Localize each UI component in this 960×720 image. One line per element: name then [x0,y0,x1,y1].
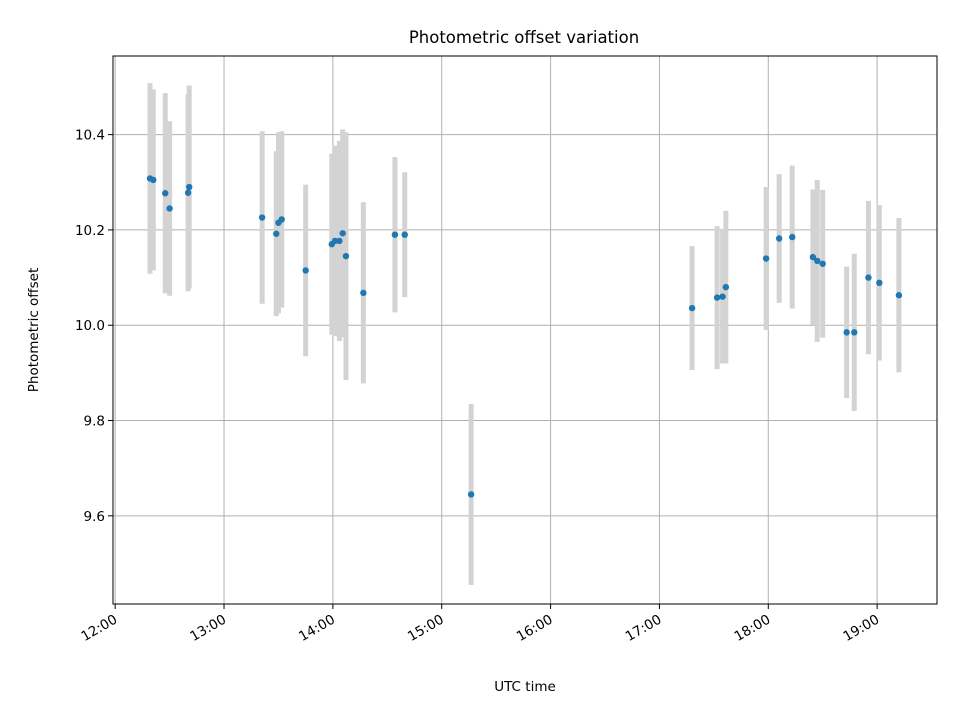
data-point [775,235,783,242]
y-tick-label: 9.6 [84,509,105,525]
y-tick-label: 10.4 [75,128,105,144]
data-point [336,237,343,245]
x-tick-label: 17:00 [623,612,665,645]
data-point [895,292,903,299]
data-point [851,329,858,336]
data-point [278,216,285,223]
data-point [342,252,350,260]
data-point [762,255,770,262]
data-point [162,190,169,197]
data-point [467,491,475,498]
data-point [843,329,850,336]
data-point [876,279,883,287]
errorbar-layer [147,83,902,585]
data-point [865,274,872,281]
data-point [819,260,826,267]
y-tick-label: 10.0 [75,318,105,334]
data-point [302,267,309,274]
chart-title: Photometric offset variation [409,28,639,47]
y-tick-label: 10.2 [75,223,105,239]
x-tick-label: 16:00 [514,612,556,645]
data-point [688,304,696,312]
x-axis: 12:00 13:00 14:00 15:00 16:00 17:00 18:00 19:00 [78,604,882,645]
x-tick-label: 13:00 [187,612,229,645]
data-point [809,253,817,261]
data-point [814,257,821,265]
data-point [166,205,173,212]
data-point [713,294,721,301]
data-point [719,293,726,300]
y-tick-label: 9.8 [84,414,105,430]
data-point [150,176,157,184]
data-point [185,183,193,191]
grid-layer [113,56,937,604]
x-tick-label: 12:00 [78,612,120,645]
data-point [273,230,280,237]
y-axis: 9.6 9.8 10.0 10.2 10.4 [75,128,113,525]
data-point [401,231,408,238]
x-tick-label: 19:00 [840,612,882,645]
plot-frame [112,55,938,605]
x-axis-label: UTC time [494,679,556,695]
data-point [184,189,192,196]
x-tick-label: 14:00 [296,612,338,645]
data-point [339,230,346,237]
x-tick-label: 18:00 [732,612,774,645]
data-point [789,233,796,241]
data-point [258,214,266,221]
y-axis-label: Photometric offset [26,268,42,392]
data-point [391,231,399,238]
data-point [360,289,367,297]
point-layer [146,175,903,498]
x-tick-label: 15:00 [405,612,447,645]
data-point [722,283,730,291]
